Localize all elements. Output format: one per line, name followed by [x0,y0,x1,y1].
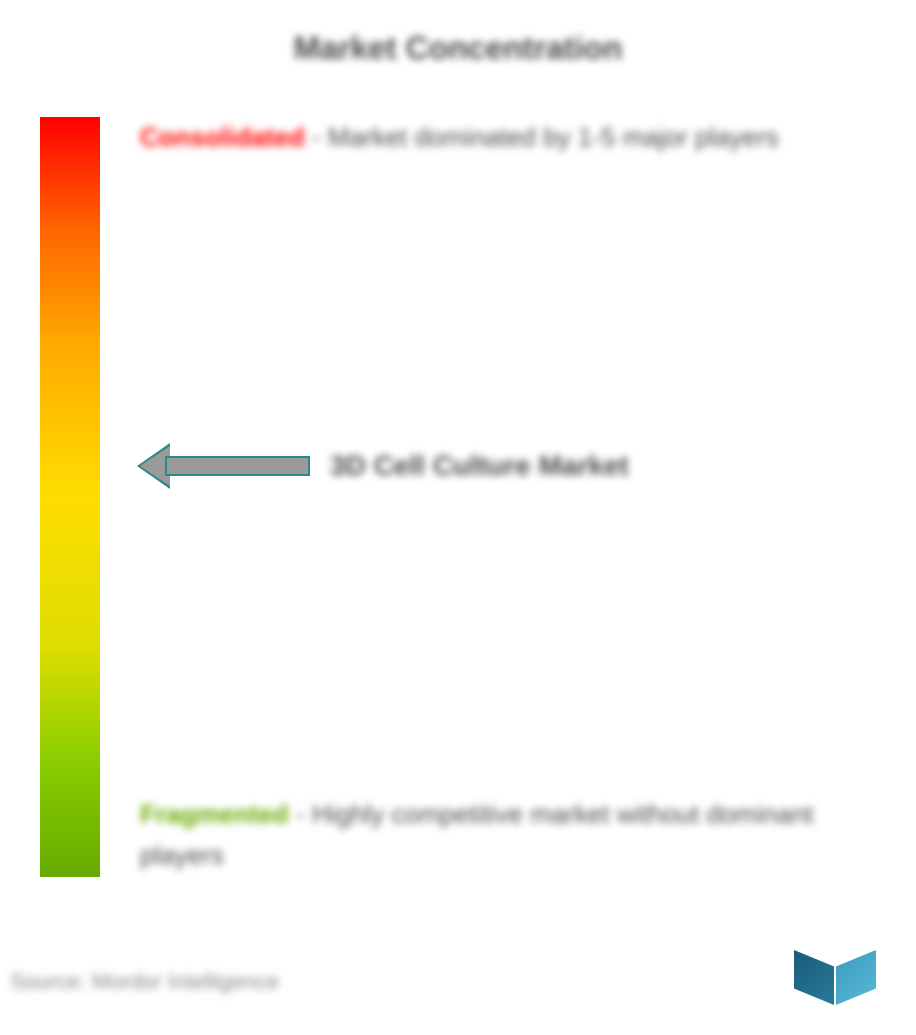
fragmented-highlight: Fragmented [140,799,289,829]
source-attribution: Source: Mordor Intelligence [10,969,279,995]
fragmented-label: Fragmented - Highly competitive market w… [140,794,856,877]
mordor-logo-icon [794,950,876,1005]
logo-left-part [794,950,834,1005]
consolidated-highlight: Consolidated [140,122,305,152]
market-indicator: 3D Cell Culture Market [140,446,856,486]
arrow-container [140,446,310,486]
content-area: Consolidated - Market dominated by 1-5 m… [40,117,876,897]
arrow-shaft [165,456,310,476]
labels-area: Consolidated - Market dominated by 1-5 m… [140,117,876,877]
consolidated-text: - Market dominated by 1-5 major players [312,122,779,152]
consolidated-label: Consolidated - Market dominated by 1-5 m… [140,117,856,159]
concentration-gradient-bar [40,117,100,877]
logo-right-part [836,950,876,1005]
chart-title: Market Concentration [40,30,876,67]
market-name: 3D Cell Culture Market [330,450,629,482]
